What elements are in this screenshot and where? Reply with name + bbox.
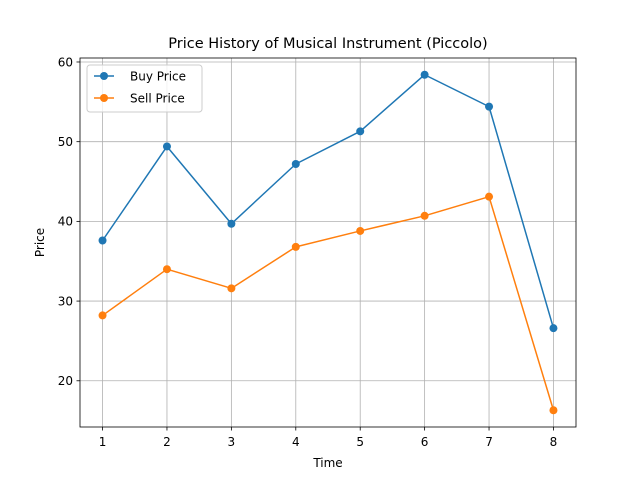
data-point-sell-price — [162, 265, 171, 274]
x-tick-label: 2 — [163, 435, 171, 449]
x-tick-label: 1 — [99, 435, 107, 449]
x-axis: 1 2 3 4 5 6 7 8 — [99, 427, 558, 449]
data-point-sell-price — [356, 226, 365, 235]
x-axis-label: Time — [312, 456, 342, 470]
y-tick-label: 60 — [58, 55, 73, 69]
data-point-buy-price — [485, 102, 494, 111]
data-point-buy-price — [549, 324, 558, 333]
data-point-sell-price — [98, 311, 107, 320]
data-point-buy-price — [420, 70, 429, 79]
plot-area — [80, 58, 576, 427]
x-tick-label: 8 — [550, 435, 558, 449]
data-point-buy-price — [98, 236, 107, 245]
data-point-sell-price — [227, 284, 236, 293]
data-point-buy-price — [162, 142, 171, 151]
x-tick-label: 7 — [485, 435, 493, 449]
data-point-sell-price — [549, 406, 558, 415]
y-axis: 20 30 40 50 60 — [58, 55, 80, 388]
legend-label-sell: Sell Price — [130, 92, 185, 106]
x-tick-label: 6 — [421, 435, 429, 449]
data-point-buy-price — [356, 127, 365, 136]
data-point-sell-price — [420, 211, 429, 220]
chart-title: Price History of Musical Instrument (Pic… — [168, 36, 487, 52]
data-point-sell-price — [291, 242, 300, 251]
data-point-sell-price — [485, 192, 494, 201]
legend: Buy Price Sell Price — [86, 64, 203, 113]
x-tick-label: 3 — [228, 435, 236, 449]
y-tick-label: 30 — [58, 294, 73, 308]
data-point-buy-price — [227, 219, 236, 228]
legend-marker-buy — [100, 72, 108, 80]
y-tick-label: 40 — [58, 215, 73, 229]
legend-label-buy: Buy Price — [130, 70, 186, 84]
x-tick-label: 4 — [292, 435, 300, 449]
series-line-sell-price — [102, 195, 555, 411]
y-tick-label: 50 — [58, 135, 73, 149]
y-axis-label: Price — [33, 228, 47, 257]
y-tick-label: 20 — [58, 374, 73, 388]
grid-lines — [80, 58, 576, 427]
data-point-buy-price — [291, 159, 300, 168]
series-line-buy-price — [101, 73, 555, 329]
series-layer — [98, 70, 558, 415]
legend-marker-sell — [100, 94, 108, 102]
plot-frame — [79, 57, 577, 428]
legend-box — [86, 64, 203, 113]
x-tick-label: 5 — [356, 435, 364, 449]
